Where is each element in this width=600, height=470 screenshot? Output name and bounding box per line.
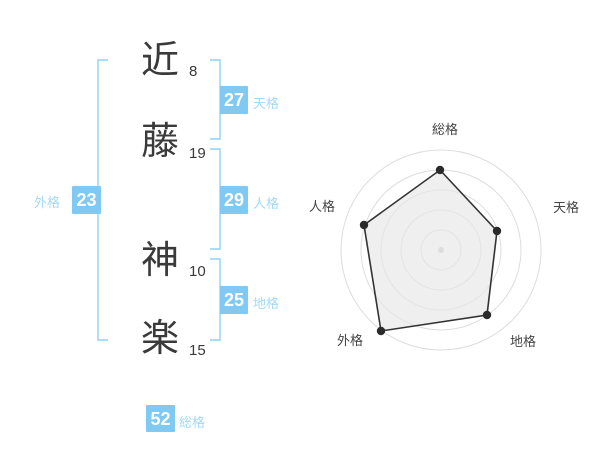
svg-text:総格: 総格 (432, 122, 458, 137)
svg-text:地格: 地格 (510, 334, 536, 349)
svg-text:外格: 外格 (337, 333, 363, 348)
svg-text:人格: 人格 (309, 199, 335, 214)
svg-text:天格: 天格 (553, 200, 579, 215)
